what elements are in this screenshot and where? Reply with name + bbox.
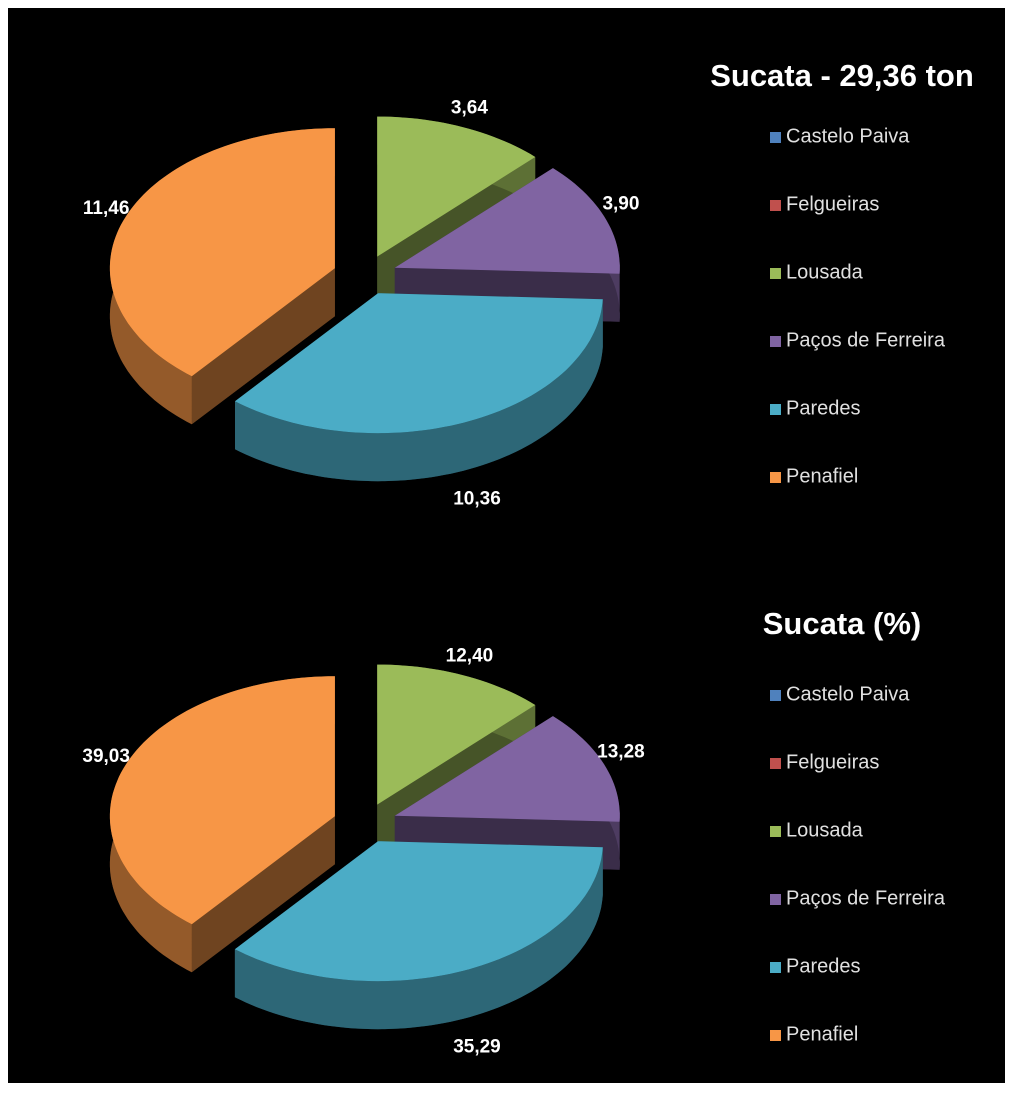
legend-swatch	[770, 336, 781, 347]
data-label: 10,36	[453, 488, 501, 509]
legend-label: Castelo Paiva	[786, 683, 910, 705]
legend-swatch	[770, 1030, 781, 1041]
slice-radial-wall	[191, 816, 335, 973]
legend-swatch	[770, 404, 781, 415]
pie-slice	[377, 664, 536, 805]
pie-slice	[109, 128, 335, 377]
legend-label: Felgueiras	[786, 193, 879, 215]
legend-label: Paços de Ferreira	[786, 329, 946, 351]
data-label: 3,90	[602, 193, 639, 214]
legend-label: Lousada	[786, 819, 864, 841]
legend-swatch	[770, 132, 781, 143]
slice-radial-wall	[191, 268, 335, 425]
pie-slice	[394, 716, 620, 822]
legend-label: Felgueiras	[786, 751, 879, 773]
pie-slice	[235, 293, 603, 434]
slice-outer-wall	[235, 299, 603, 482]
legend-label: Castelo Paiva	[786, 125, 910, 147]
chart-title: Sucata - 29,36 ton	[710, 58, 974, 93]
pie-slice	[234, 841, 603, 982]
legend-label: Lousada	[786, 261, 864, 283]
data-label: 11,46	[83, 198, 130, 219]
data-label: 35,29	[453, 1036, 501, 1057]
slice-outer-wall	[234, 847, 603, 1030]
legend-label: Paços de Ferreira	[786, 887, 946, 909]
legend-swatch	[770, 758, 781, 769]
legend-label: Paredes	[786, 955, 861, 977]
legend-swatch	[770, 894, 781, 905]
chart-title: Sucata (%)	[763, 606, 921, 641]
data-label: 3,64	[451, 98, 488, 119]
pie-slice	[109, 676, 335, 925]
pie-slice	[377, 116, 536, 257]
data-label: 12,40	[446, 646, 494, 667]
legend-swatch	[770, 268, 781, 279]
legend-swatch	[770, 690, 781, 701]
data-label: 39,03	[82, 746, 130, 767]
pie-slice	[394, 168, 620, 274]
legend-swatch	[770, 472, 781, 483]
legend-label: Penafiel	[786, 1023, 858, 1045]
legend-swatch	[770, 962, 781, 973]
legend-swatch	[770, 200, 781, 211]
legend-label: Paredes	[786, 397, 861, 419]
legend-label: Penafiel	[786, 465, 858, 487]
legend-swatch	[770, 826, 781, 837]
data-label: 13,28	[597, 741, 645, 762]
